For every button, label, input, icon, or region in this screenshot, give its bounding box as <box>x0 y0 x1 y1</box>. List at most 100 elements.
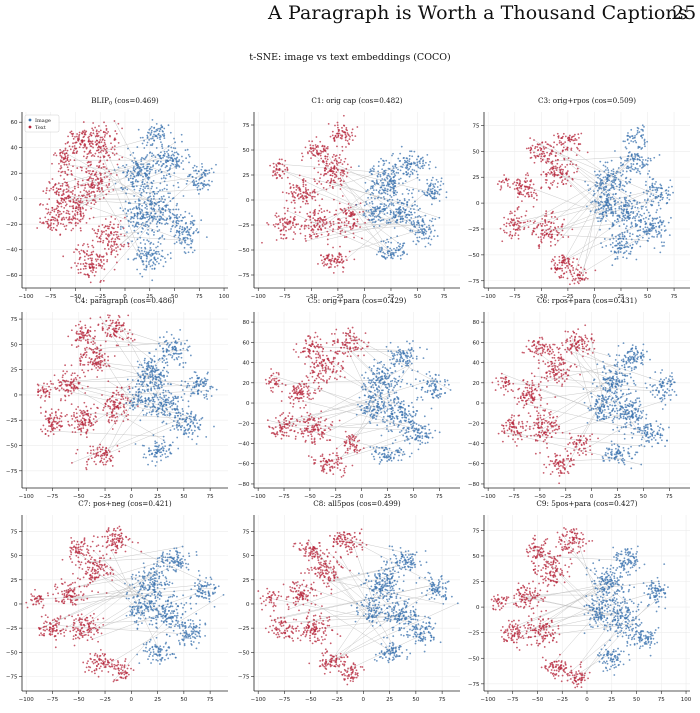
image-point <box>615 221 618 224</box>
text-point <box>281 170 284 173</box>
text-point <box>108 190 110 193</box>
text-point <box>42 190 45 193</box>
text-point <box>347 202 350 205</box>
image-point <box>595 181 598 184</box>
image-point <box>141 156 143 159</box>
text-point <box>92 269 95 272</box>
text-point <box>527 193 530 196</box>
text-point <box>98 236 101 239</box>
image-point <box>399 221 402 223</box>
image-point <box>150 255 152 257</box>
image-point <box>161 249 164 252</box>
image-point <box>377 170 380 173</box>
text-point <box>294 192 297 194</box>
text-point <box>551 166 554 169</box>
image-point <box>174 226 177 228</box>
image-point <box>670 216 672 219</box>
image-point <box>433 197 435 200</box>
image-point <box>132 258 135 261</box>
image-point <box>408 210 411 213</box>
text-point <box>83 259 86 262</box>
image-point <box>386 190 389 193</box>
text-point <box>551 233 554 236</box>
text-point <box>559 176 562 179</box>
image-point <box>143 250 146 253</box>
image-point <box>427 164 430 166</box>
text-point <box>338 153 341 156</box>
image-point <box>204 174 207 177</box>
text-point <box>531 144 534 147</box>
image-point <box>629 214 631 217</box>
text-point <box>83 243 85 245</box>
text-point <box>339 188 342 190</box>
image-point <box>127 202 130 205</box>
text-point <box>503 181 506 184</box>
image-point <box>429 194 432 197</box>
image-point <box>633 199 636 202</box>
text-point <box>503 174 506 176</box>
text-point <box>87 254 90 257</box>
image-point <box>124 187 127 189</box>
text-point <box>561 267 563 270</box>
text-point <box>544 224 546 227</box>
text-point <box>116 253 119 256</box>
image-point <box>630 202 633 205</box>
text-point <box>337 228 339 230</box>
image-point <box>163 127 166 130</box>
text-point <box>508 222 511 225</box>
text-point <box>100 261 103 263</box>
text-point <box>326 209 329 212</box>
image-point <box>151 229 154 231</box>
text-point <box>544 173 547 176</box>
image-point <box>150 131 153 134</box>
image-point <box>158 136 161 139</box>
text-point <box>533 161 536 164</box>
y-tick-label: 40 <box>11 146 18 152</box>
pair-link <box>118 236 186 241</box>
text-point <box>566 179 569 182</box>
text-point <box>65 184 68 187</box>
image-point <box>378 247 381 249</box>
image-point <box>157 127 160 130</box>
image-point <box>604 200 606 203</box>
image-point <box>597 220 599 223</box>
image-point <box>398 160 401 162</box>
text-point <box>315 151 318 154</box>
image-point <box>171 197 174 200</box>
image-point <box>150 212 153 214</box>
image-point <box>655 211 658 214</box>
image-point <box>162 265 165 268</box>
text-point <box>53 184 56 186</box>
text-point <box>74 224 77 227</box>
text-point <box>44 216 47 219</box>
text-point <box>352 223 355 226</box>
text-point <box>57 188 60 191</box>
image-point <box>121 188 124 191</box>
text-point <box>100 178 103 181</box>
text-point <box>47 218 50 221</box>
image-point <box>654 222 656 225</box>
text-point <box>321 262 324 265</box>
image-point <box>155 246 157 249</box>
image-point <box>173 235 176 238</box>
image-point <box>660 235 662 238</box>
image-point <box>147 228 149 231</box>
text-point <box>93 184 96 187</box>
image-point <box>618 186 621 189</box>
text-point <box>46 212 49 215</box>
text-point <box>301 179 304 181</box>
image-point <box>612 184 614 187</box>
text-point <box>286 166 288 169</box>
image-point <box>638 146 641 149</box>
text-point <box>547 235 550 238</box>
image-point <box>599 203 602 206</box>
y-tick-label: 0 <box>476 201 480 207</box>
text-point <box>280 237 283 240</box>
image-point <box>145 268 147 271</box>
text-point <box>120 233 122 236</box>
image-point <box>169 208 172 211</box>
text-point <box>569 283 571 286</box>
image-point <box>397 248 400 251</box>
image-point <box>156 230 159 233</box>
text-point <box>565 264 568 267</box>
